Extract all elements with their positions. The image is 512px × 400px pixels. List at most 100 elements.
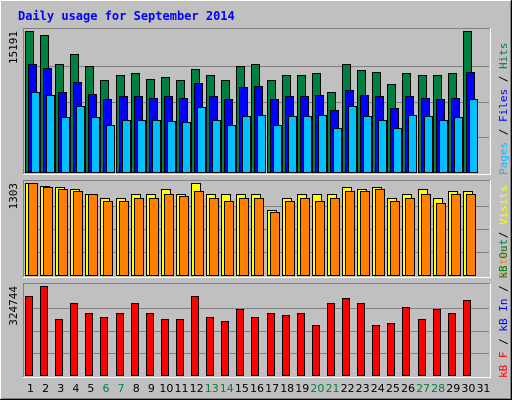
panel-kb-in-out: 324744 kB F / kB In / kB Out bbox=[7, 239, 510, 378]
bar-kb-f-day-19 bbox=[297, 313, 305, 376]
x-tick-label-7: 7 bbox=[118, 382, 125, 395]
x-tick-label-24: 24 bbox=[371, 382, 385, 395]
bar-pages-day-20 bbox=[318, 115, 327, 173]
bar-sites-day-14 bbox=[224, 201, 234, 276]
bar-pages-day-19 bbox=[303, 116, 312, 173]
bar-sites-day-22 bbox=[345, 191, 355, 276]
bar-kb-f-day-18 bbox=[282, 315, 290, 376]
x-tick-label-31: 31 bbox=[476, 382, 490, 395]
bar-kb-f-day-10 bbox=[161, 319, 169, 376]
bar-kb-f-day-4 bbox=[70, 303, 78, 376]
x-tick-label-14: 14 bbox=[220, 382, 234, 395]
bar-kb-f-day-25 bbox=[387, 323, 395, 376]
x-tick-label-11: 11 bbox=[175, 382, 189, 395]
bar-pages-day-21 bbox=[333, 128, 342, 173]
legend-hits-files-pages: Pages / Files / Hits bbox=[497, 43, 510, 176]
bar-pages-day-12 bbox=[197, 107, 206, 173]
bar-sites-day-8 bbox=[134, 198, 144, 276]
bar-kb-f-day-6 bbox=[100, 317, 108, 376]
bar-sites-day-1 bbox=[28, 183, 38, 276]
bar-pages-day-7 bbox=[122, 120, 131, 173]
bar-sites-day-25 bbox=[390, 201, 400, 276]
legend-item-pages: Pages bbox=[497, 142, 510, 175]
legend-item-hits: Hits bbox=[497, 43, 510, 70]
panel-visits-sites: 1303 Sites / Visits bbox=[7, 180, 510, 278]
x-tick-label-19: 19 bbox=[295, 382, 309, 395]
bar-pages-day-5 bbox=[91, 117, 100, 173]
bar-sites-day-27 bbox=[421, 194, 431, 276]
x-tick-label-3: 3 bbox=[57, 382, 64, 395]
bar-sites-day-7 bbox=[119, 201, 129, 276]
x-tick-label-18: 18 bbox=[280, 382, 294, 395]
legend-visits-sites: Sites / Visits bbox=[497, 185, 510, 278]
panel-hits-files-pages: 15191 Pages / Files / Hits bbox=[7, 28, 510, 175]
bar-kb-f-day-14 bbox=[221, 321, 229, 376]
bar-kb-f-day-23 bbox=[357, 303, 365, 376]
legend-separator: / bbox=[497, 122, 510, 142]
bar-kb-f-day-13 bbox=[206, 317, 214, 376]
y-max-label: 15191 bbox=[7, 31, 20, 64]
bar-kb-f-day-7 bbox=[116, 313, 124, 376]
bar-kb-f-day-28 bbox=[433, 309, 441, 376]
x-tick-label-8: 8 bbox=[133, 382, 140, 395]
bar-sites-day-2 bbox=[43, 187, 53, 276]
x-tick-label-27: 27 bbox=[416, 382, 430, 395]
x-tick-label-13: 13 bbox=[205, 382, 219, 395]
legend-item-files: Files bbox=[497, 89, 510, 122]
x-tick-label-28: 28 bbox=[431, 382, 445, 395]
bar-sites-day-12 bbox=[194, 191, 204, 276]
bar-sites-day-28 bbox=[436, 203, 446, 276]
bar-kb-f-day-8 bbox=[131, 303, 139, 376]
x-tick-label-12: 12 bbox=[190, 382, 204, 395]
bar-sites-day-15 bbox=[239, 198, 249, 276]
bar-kb-f-day-16 bbox=[251, 317, 259, 376]
bar-pages-day-14 bbox=[227, 125, 236, 173]
bar-sites-day-23 bbox=[360, 191, 370, 276]
bar-sites-day-20 bbox=[315, 201, 325, 276]
chart-title: Daily usage for September 2014 bbox=[18, 9, 235, 23]
bar-sites-day-29 bbox=[451, 194, 461, 276]
x-tick-label-9: 9 bbox=[148, 382, 155, 395]
bar-pages-day-29 bbox=[454, 117, 463, 173]
bar-sites-day-11 bbox=[179, 196, 189, 276]
legend-item-visits: Visits bbox=[497, 185, 510, 225]
bar-sites-day-30 bbox=[466, 194, 476, 276]
bar-sites-day-18 bbox=[285, 201, 295, 276]
bar-kb-f-day-11 bbox=[176, 319, 184, 376]
bar-kb-f-day-22 bbox=[342, 298, 350, 376]
bar-pages-day-4 bbox=[76, 106, 85, 173]
bar-kb-f-day-21 bbox=[327, 303, 335, 376]
x-tick-label-26: 26 bbox=[401, 382, 415, 395]
legend-item-kb-in: kB In bbox=[497, 299, 510, 332]
y-max-label: 1303 bbox=[7, 183, 20, 210]
bar-pages-day-17 bbox=[273, 125, 282, 173]
bar-pages-day-9 bbox=[152, 120, 161, 173]
bar-pages-day-1 bbox=[31, 92, 40, 173]
bar-sites-day-17 bbox=[270, 212, 280, 276]
bar-sites-day-24 bbox=[375, 189, 385, 276]
bar-pages-day-25 bbox=[393, 128, 402, 173]
legend-separator: / bbox=[497, 69, 510, 89]
bar-pages-day-15 bbox=[242, 116, 251, 173]
bar-pages-day-2 bbox=[46, 95, 55, 173]
bar-kb-f-day-3 bbox=[55, 319, 63, 376]
bar-pages-day-27 bbox=[424, 116, 433, 173]
bar-kb-f-day-26 bbox=[402, 307, 410, 376]
x-tick-label-30: 30 bbox=[461, 382, 475, 395]
bar-pages-day-23 bbox=[363, 116, 372, 173]
legend-separator: / bbox=[497, 279, 510, 299]
bar-sites-day-19 bbox=[300, 198, 310, 276]
bar-kb-f-day-5 bbox=[85, 313, 93, 376]
legend-separator: / bbox=[497, 332, 510, 352]
x-tick-label-22: 22 bbox=[341, 382, 355, 395]
x-tick-label-20: 20 bbox=[310, 382, 324, 395]
x-tick-label-4: 4 bbox=[72, 382, 79, 395]
x-tick-label-16: 16 bbox=[250, 382, 264, 395]
x-tick-label-17: 17 bbox=[265, 382, 279, 395]
x-tick-label-25: 25 bbox=[386, 382, 400, 395]
bar-kb-f-day-20 bbox=[312, 325, 320, 376]
bar-sites-day-13 bbox=[209, 198, 219, 276]
bar-kb-f-day-24 bbox=[372, 325, 380, 376]
y-max-label: 324744 bbox=[7, 286, 20, 326]
